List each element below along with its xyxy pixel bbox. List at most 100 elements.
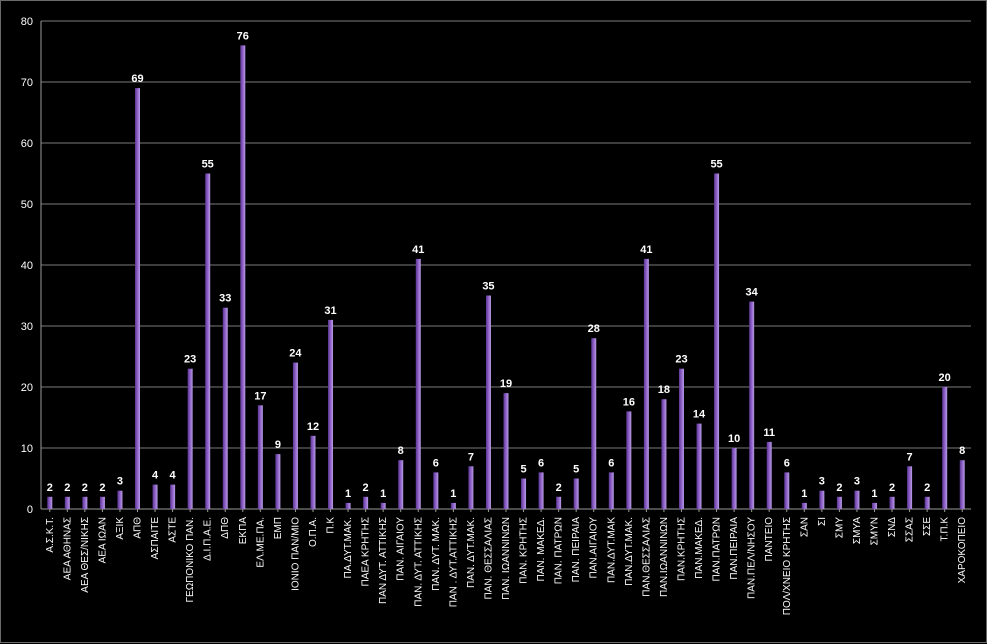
x-tick-label: ΣΙ: [817, 517, 828, 526]
x-tick-label: ΠΑΝ. ΠΑΤΡΩΝ: [554, 517, 565, 584]
x-tick-label: ΠΑΕΑ ΚΡΗΤΗΣ: [361, 517, 372, 587]
bar: [398, 460, 404, 509]
bar: [942, 387, 948, 509]
data-label: 2: [556, 482, 562, 494]
data-label: 2: [82, 482, 88, 494]
bar: [591, 338, 597, 509]
bar: [415, 258, 421, 509]
data-label: 10: [728, 433, 740, 445]
bar: [608, 472, 614, 509]
x-tick-label: ΔΠΘ: [220, 517, 231, 539]
x-tick-label: ΠΟΛ/ΧΝΕΙΟ ΚΡΗΤΗΣ: [782, 517, 793, 615]
x-tick-label: ΠΑΝ. ΔΥΤ.ΜΑΚ.: [466, 517, 477, 588]
x-tick-label: ΠΑΝ.ΠΕΛ/ΝΗΣΟΥ: [747, 517, 758, 599]
y-tick-label: 20: [21, 382, 33, 394]
bar: [47, 496, 53, 509]
x-tick-label: ΣΜΥΝ: [869, 517, 880, 545]
x-tick-label: ΑΕΑ ΑΘΗΝΑΣ: [62, 517, 73, 580]
bar: [556, 496, 562, 509]
x-tick-label: ΠΑΝ.ΔΥΤ.ΜΑΚ: [606, 517, 617, 583]
bar: [819, 490, 825, 509]
x-tick-label: ΠΑΝ ΔΥΤ. ΑΤΤΙΚΗΣ: [378, 517, 389, 604]
x-tick-label: Τ.Π.Κ: [940, 517, 951, 542]
bar: [240, 45, 246, 510]
x-tick-label: ΑΕΑ ΘΕΣ/ΝΙΚΗΣ: [80, 517, 91, 593]
y-axis-ticks: 0 10 20 30 40 50 60 70 80: [21, 16, 33, 516]
x-tick-label: ΠΑΝ. ΚΡΗΤΗΣ: [519, 517, 530, 584]
x-tick-label: ΣΣΑΣ: [905, 517, 916, 542]
bar: [187, 368, 193, 509]
x-tick-label: ΠΑΝ.ΠΑΤΡΩΝ: [712, 517, 723, 582]
data-label: 8: [398, 445, 404, 457]
bar: [257, 405, 263, 509]
data-label: 55: [202, 159, 214, 171]
bar: [573, 478, 579, 509]
x-tick-label: ΓΕΩΠΟΝΙΚΟ ΠΑΝ.: [185, 517, 196, 602]
x-tick-label: ΠΑΝ. ΜΑΚΕΔ.: [536, 517, 547, 581]
bar: [521, 478, 527, 509]
bar: [749, 301, 755, 509]
x-tick-label: ΧΑΡΟΚΟΠΕΙΟ: [957, 517, 968, 584]
bar: [538, 472, 544, 509]
y-tick-label: 40: [21, 260, 33, 272]
data-label: 6: [433, 457, 439, 469]
data-label: 41: [412, 244, 424, 256]
data-label: 20: [939, 372, 951, 384]
data-label: 35: [482, 281, 494, 293]
data-label: 9: [275, 439, 281, 451]
y-tick-label: 60: [21, 138, 33, 150]
y-tick-label: 80: [21, 16, 33, 28]
data-label: 41: [640, 244, 652, 256]
x-tick-label: ΣΜΥ: [834, 517, 845, 539]
data-label: 1: [450, 488, 456, 500]
x-tick-label: Α.Σ.Κ.Τ.: [45, 517, 56, 553]
x-tick-label: ΠΑΝ. ΙΩΑΝΝΙΝΩΝ: [501, 517, 512, 600]
data-label: 23: [184, 354, 196, 366]
data-label: 4: [170, 470, 177, 482]
data-label: 69: [131, 73, 143, 85]
x-tick-label: ΣΣΕ: [922, 517, 933, 536]
y-tick-label: 50: [21, 199, 33, 211]
data-label: 3: [117, 476, 123, 488]
x-tick-label: ΠΑΝ.ΘΕΣΣΑΛΙΑΣ: [641, 517, 652, 597]
data-label: 6: [538, 457, 544, 469]
x-tick-label: ΑΕΑ ΙΩΑΝ: [97, 517, 108, 563]
data-label: 7: [468, 451, 474, 463]
bar: [222, 307, 228, 509]
bar: [170, 484, 176, 509]
x-tick-label: Δ.Ι.Π.Α.Ε.: [203, 517, 214, 561]
bar: [907, 466, 913, 509]
data-label: 17: [254, 390, 266, 402]
data-label: 6: [608, 457, 614, 469]
data-label: 3: [854, 476, 860, 488]
data-label: 1: [380, 488, 386, 500]
x-tick-label: ΠΑΝ. ΔΥΤ. ΑΤΤΙΚΗΣ: [413, 517, 424, 607]
x-tick-label: Π.Κ: [326, 517, 337, 534]
bar: [345, 502, 351, 509]
bar: [714, 173, 720, 509]
bar: [485, 295, 491, 509]
data-label: 2: [836, 482, 842, 494]
data-label: 3: [819, 476, 825, 488]
data-label: 1: [871, 488, 877, 500]
bar: [871, 502, 877, 509]
data-label: 18: [658, 384, 670, 396]
x-tick-label: ΕΜΠ: [273, 517, 284, 539]
data-label: 7: [907, 451, 913, 463]
x-tick-label: ΠΑΝΤΕΙΟ: [764, 517, 775, 562]
bar: [380, 502, 386, 509]
bar: [310, 435, 316, 509]
data-label: 2: [64, 482, 70, 494]
data-label: 24: [289, 348, 302, 360]
data-label: 14: [693, 409, 706, 421]
data-label: 1: [345, 488, 351, 500]
x-tick-label: ΠΑΝ. ΑΙΓΑΙΟΥ: [396, 517, 407, 581]
x-tick-label: ΠΑΝ. ΘΕΣΣΑΛΙΑΣ: [483, 517, 494, 599]
y-tick-label: 10: [21, 443, 33, 455]
x-tick-label: ΠΑΝ.ΜΑΚΕΔ.: [694, 517, 705, 579]
bar: [135, 88, 141, 509]
x-tick-label: ΠΑΝ. ΠΕΙΡΑΙΑ: [571, 517, 582, 583]
x-tick-label: ΣΜΥΑ: [852, 517, 863, 544]
bar: [82, 496, 88, 509]
